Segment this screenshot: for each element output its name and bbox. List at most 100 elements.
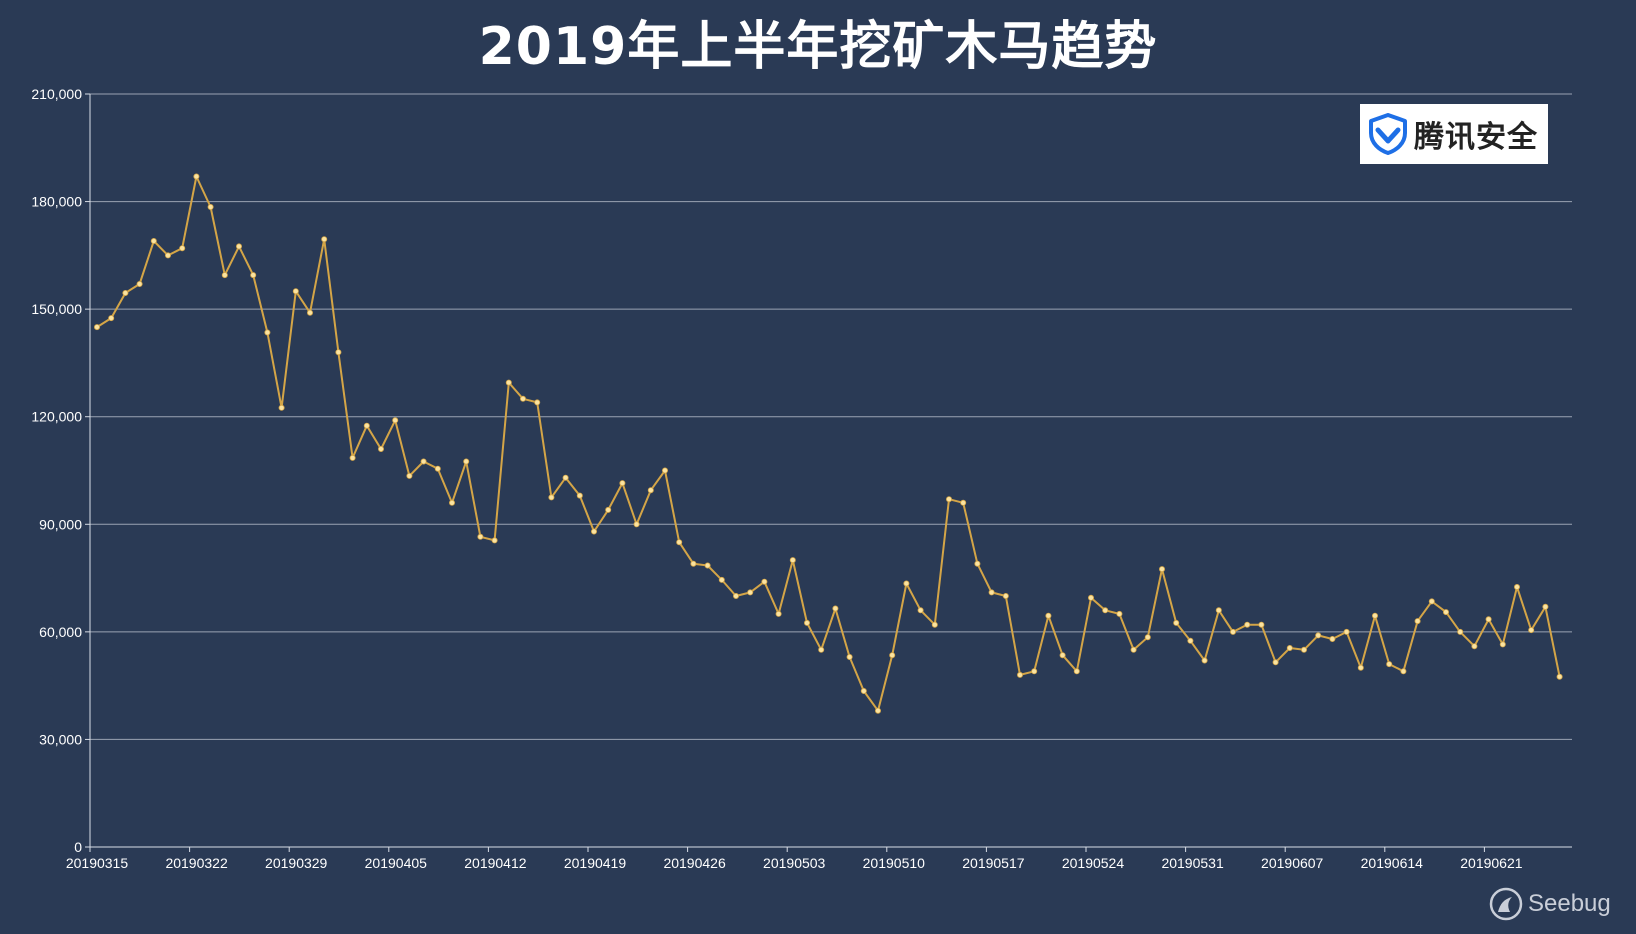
- data-point: [1301, 646, 1308, 653]
- x-tick-labels: 20190315 20190322 20190329 20190405 20190412…: [66, 855, 1523, 871]
- x-tick-label: 20190607: [1261, 855, 1324, 871]
- watermark-text: Seebug: [1528, 890, 1611, 917]
- data-point: [1485, 616, 1492, 623]
- data-point: [775, 610, 782, 617]
- y-tick-label: 150,000: [31, 301, 82, 317]
- data-point: [1457, 628, 1464, 635]
- data-point: [164, 252, 171, 259]
- x-tick-label: 20190531: [1161, 855, 1224, 871]
- data-point: [846, 654, 853, 661]
- data-point: [1315, 632, 1322, 639]
- series-line-path: [96, 175, 1561, 712]
- data-point: [605, 506, 612, 513]
- data-point: [647, 487, 654, 494]
- y-tick-label: 60,000: [39, 624, 82, 640]
- axes: [85, 93, 1572, 852]
- x-tick-label: 20190621: [1460, 855, 1523, 871]
- series-points: [94, 173, 1563, 714]
- data-point: [1102, 607, 1109, 614]
- data-point: [1329, 636, 1336, 643]
- data-point: [1059, 652, 1066, 659]
- data-point: [1144, 634, 1151, 641]
- data-point: [761, 578, 768, 585]
- data-point: [505, 379, 512, 386]
- data-point: [363, 422, 370, 429]
- data-point: [1017, 671, 1024, 678]
- x-tick-label: 20190503: [763, 855, 826, 871]
- data-point: [690, 560, 697, 567]
- data-point: [576, 492, 583, 499]
- data-point: [520, 395, 527, 402]
- y-tick-label: 0: [74, 839, 82, 855]
- data-point: [1073, 668, 1080, 675]
- data-point: [1258, 621, 1265, 628]
- x-tick-label: 20190322: [165, 855, 228, 871]
- data-point: [1230, 628, 1237, 635]
- data-point: [804, 619, 811, 626]
- data-point: [278, 404, 285, 411]
- data-point: [974, 560, 981, 567]
- y-tick-label: 120,000: [31, 409, 82, 425]
- seebug-logo-icon: [1489, 887, 1523, 921]
- x-tick-label: 20190510: [863, 855, 926, 871]
- data-point: [1499, 641, 1506, 648]
- data-point: [1343, 628, 1350, 635]
- data-point: [818, 646, 825, 653]
- data-point: [917, 607, 924, 614]
- y-tick-label: 210,000: [31, 86, 82, 102]
- data-point: [704, 562, 711, 569]
- data-point: [889, 652, 896, 659]
- data-point: [1002, 593, 1009, 600]
- data-point: [1272, 659, 1279, 666]
- y-tick-label: 180,000: [31, 194, 82, 210]
- x-tick-label: 20190412: [464, 855, 527, 871]
- data-point: [988, 589, 995, 596]
- y-tick-label: 90,000: [39, 516, 82, 532]
- x-tick-label: 20190524: [1062, 855, 1125, 871]
- data-point: [477, 533, 484, 540]
- data-point: [264, 329, 271, 336]
- x-tick-label: 20190517: [962, 855, 1025, 871]
- data-point: [1088, 594, 1095, 601]
- data-point: [718, 576, 725, 583]
- y-tick-labels: 0 30,000 60,000 90,000 120,000 150,000 180,000…: [31, 86, 82, 855]
- data-point: [392, 417, 399, 424]
- data-point: [534, 399, 541, 406]
- data-point: [1173, 619, 1180, 626]
- data-point: [903, 580, 910, 587]
- x-tick-label: 20190419: [564, 855, 627, 871]
- data-point: [1443, 609, 1450, 616]
- data-point: [491, 537, 498, 544]
- data-point: [150, 237, 157, 244]
- data-point: [406, 472, 413, 479]
- data-point: [789, 557, 796, 564]
- data-point: [676, 539, 683, 546]
- data-point: [1286, 645, 1293, 652]
- data-point: [420, 458, 427, 465]
- data-point: [207, 203, 214, 210]
- data-point: [463, 458, 470, 465]
- data-point: [832, 605, 839, 612]
- data-point: [136, 280, 143, 287]
- data-point: [193, 173, 200, 180]
- data-point: [931, 621, 938, 628]
- series-line: [96, 175, 1561, 712]
- x-tick-label: 20190315: [66, 855, 129, 871]
- data-point: [591, 528, 598, 535]
- data-point: [1116, 610, 1123, 617]
- data-point: [349, 454, 356, 461]
- data-point: [434, 465, 441, 472]
- data-point: [633, 521, 640, 528]
- data-point: [960, 499, 967, 506]
- data-point: [1357, 664, 1364, 671]
- data-point: [662, 467, 669, 474]
- data-point: [1244, 621, 1251, 628]
- data-point: [179, 245, 186, 252]
- data-point: [875, 707, 882, 714]
- data-point: [747, 589, 754, 596]
- x-tick-label: 20190405: [365, 855, 428, 871]
- data-point: [1159, 566, 1166, 573]
- data-point: [1045, 612, 1052, 619]
- data-point: [221, 272, 228, 279]
- data-point: [1386, 661, 1393, 668]
